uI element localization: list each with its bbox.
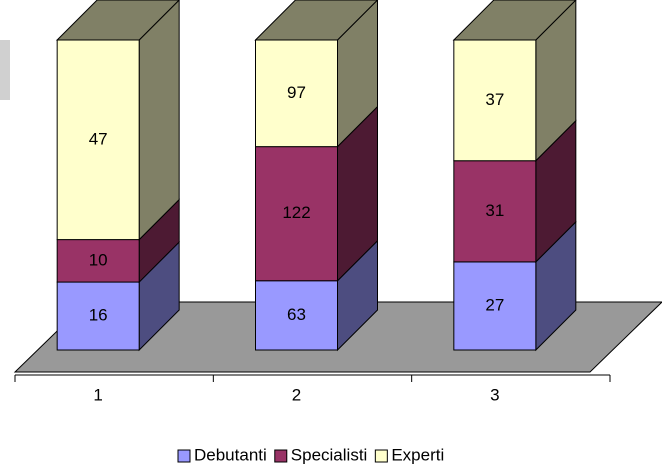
legend-swatch [374, 449, 388, 463]
legend-swatch [177, 449, 191, 463]
data-label: 31 [485, 201, 504, 220]
x-tick-label: 3 [490, 385, 499, 404]
bar [56, 39, 140, 241]
data-label: 63 [287, 305, 306, 324]
bar [255, 280, 338, 351]
bar-side [138, 0, 180, 241]
data-label: 47 [89, 129, 108, 148]
bar [56, 239, 140, 283]
data-label: 37 [485, 90, 504, 109]
x-tick-label: 1 [93, 385, 102, 404]
legend-swatch [274, 449, 288, 463]
bar [255, 39, 338, 148]
legend-label: Debutanti [194, 445, 267, 464]
bar [453, 160, 537, 263]
bar-top [55, 0, 180, 41]
bar [56, 281, 140, 351]
bar [255, 146, 338, 282]
legend-label: Experti [391, 445, 444, 464]
data-label: 122 [282, 203, 310, 222]
data-label: 97 [287, 83, 306, 102]
bar [453, 261, 537, 351]
data-label: 27 [485, 295, 504, 314]
legend-label: Specialisti [291, 445, 368, 464]
x-tick-label: 2 [292, 385, 301, 404]
bar-top [254, 0, 379, 41]
bar-top [452, 0, 577, 41]
data-label: 16 [89, 306, 108, 325]
bar [453, 39, 537, 162]
plot-edge [0, 40, 10, 100]
data-label: 10 [89, 250, 108, 269]
